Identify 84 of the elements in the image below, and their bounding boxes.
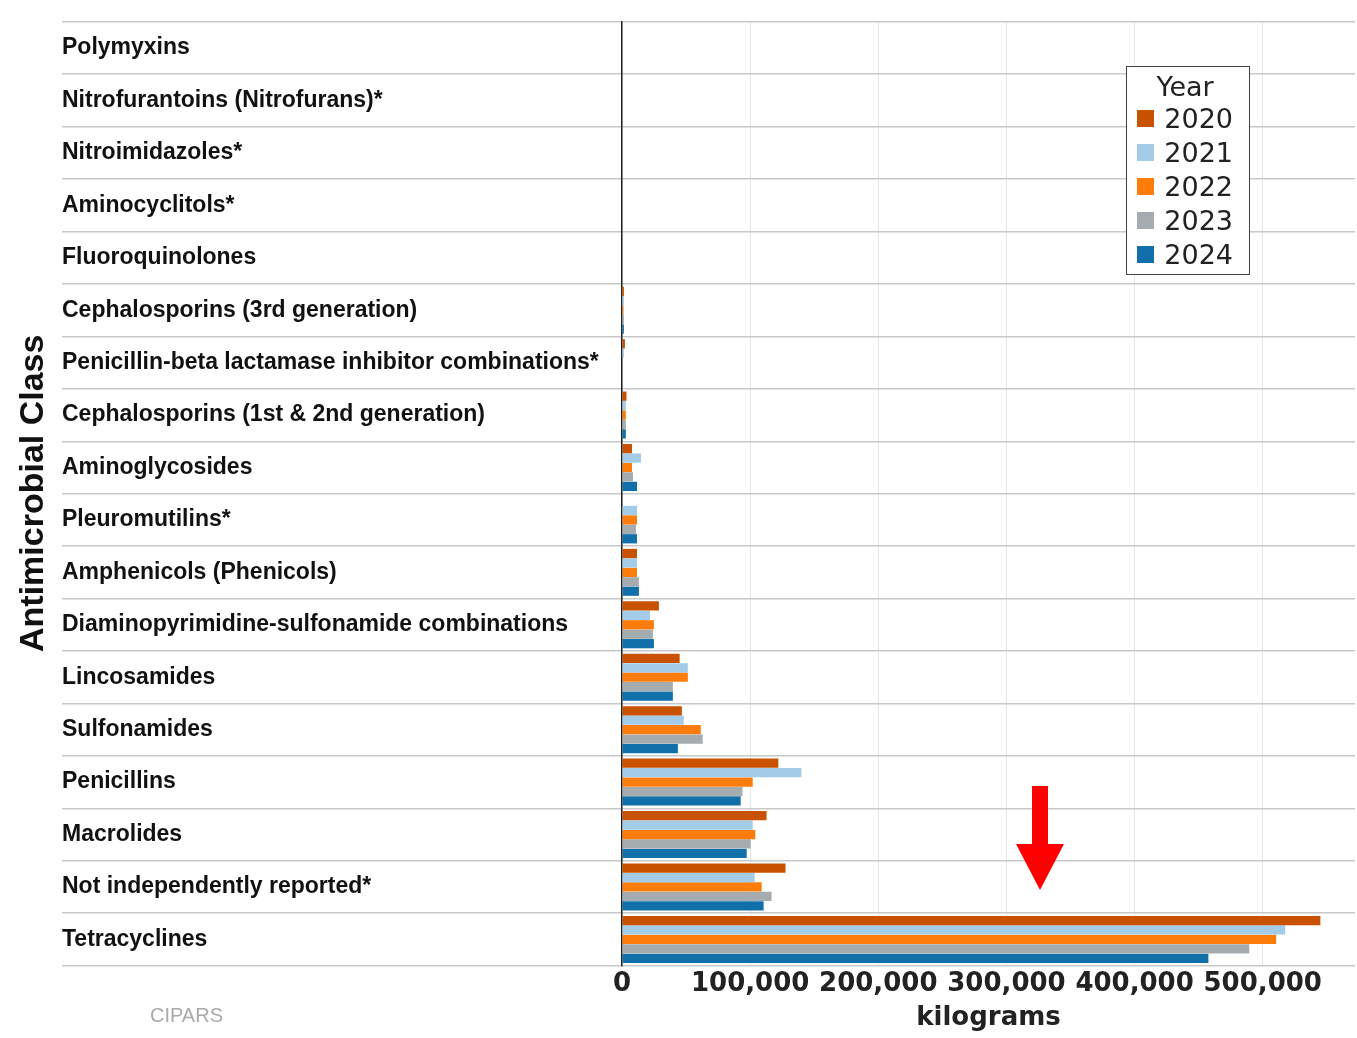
x-tick-label: 100,000 [690,966,810,997]
bar [622,777,753,787]
legend-label: 2023 [1164,203,1233,238]
bar [622,863,786,873]
bar [622,891,772,902]
bar [622,429,626,439]
bar [622,734,703,744]
bar [622,953,1209,963]
y-tick-label: Tetracyclines [62,924,208,951]
y-tick-label: Sulfonamides [62,714,213,741]
bar [622,882,762,892]
bar [622,472,634,482]
x-tick-label: 500,000 [1203,966,1322,997]
bar [622,610,650,620]
x-tick-label: 0 [612,966,632,997]
bar [622,601,659,611]
bar [622,839,751,849]
x-tick-label: 300,000 [947,966,1066,997]
bar [622,620,654,630]
bar [622,691,673,701]
bar [622,934,1277,945]
bar [622,786,743,797]
bar [622,848,747,859]
legend-title: Year [1155,70,1215,102]
bar [622,811,767,821]
bar [622,682,673,692]
y-tick-label: Amphenicols (Phenicols) [62,557,337,584]
bar [622,481,637,491]
bar [622,586,639,596]
bar [622,925,1286,935]
bar [622,515,637,525]
bar [622,558,637,568]
bar [622,725,701,735]
y-tick-label: Penicillins [62,767,176,794]
y-tick-label: Pleuromutilins* [62,505,231,532]
bar [622,672,688,682]
y-tick-label: Nitroimidazoles* [62,138,243,165]
x-tick-label: 400,000 [1075,966,1194,997]
legend-label: 2021 [1164,135,1233,170]
bar [622,639,654,649]
bar [622,796,741,806]
y-tick-label: Penicillin-beta lactamase inhibitor combinations* [62,347,599,374]
bar [622,653,680,663]
legend-label: 2022 [1164,169,1233,204]
bar [622,706,682,716]
bar [622,715,684,725]
bar [622,872,755,883]
bar [622,768,802,778]
y-tick-label: Not independently reported* [62,872,372,899]
y-tick-label: Cephalosporins (1st & 2nd generation) [62,400,485,427]
bar [622,548,637,559]
legend-label: 2024 [1164,237,1233,272]
bar [622,534,637,544]
text: CIPARS [150,1003,223,1027]
y-tick-label: Nitrofurantoins (Nitrofurans)* [62,85,383,112]
y-tick-label: Lincosamides [62,662,216,689]
bar [622,505,637,516]
bar [622,567,637,577]
bar [622,462,632,473]
bar [622,915,1321,926]
y-tick-label: Macrolides [62,819,183,846]
bar [622,524,636,534]
y-tick-label: Fluoroquinolones [62,243,257,270]
bar [622,629,653,639]
bar [622,743,678,754]
y-tick-label: Cephalosporins (3rd generation) [62,295,418,322]
bar [622,663,688,673]
legend-label: 2020 [1164,101,1233,136]
y-tick-label: Aminocyclitols* [62,190,235,217]
bar [622,577,639,587]
bar [622,820,753,830]
y-tick-label: Aminoglycosides [62,452,253,479]
bar [622,410,626,420]
y-tick-label: Polymyxins [62,33,190,60]
y-tick-label: Diaminopyrimidine-sulfonamide combinations [62,610,569,637]
bar [622,944,1250,954]
bar [622,901,764,911]
bar [622,758,779,768]
x-axis-title: kilograms [916,1001,1061,1032]
y-axis-title: Antimicrobial Class [12,334,51,653]
x-tick-label: 200,000 [819,966,938,997]
bar [622,453,641,463]
bar [622,443,632,454]
bar [622,829,756,840]
